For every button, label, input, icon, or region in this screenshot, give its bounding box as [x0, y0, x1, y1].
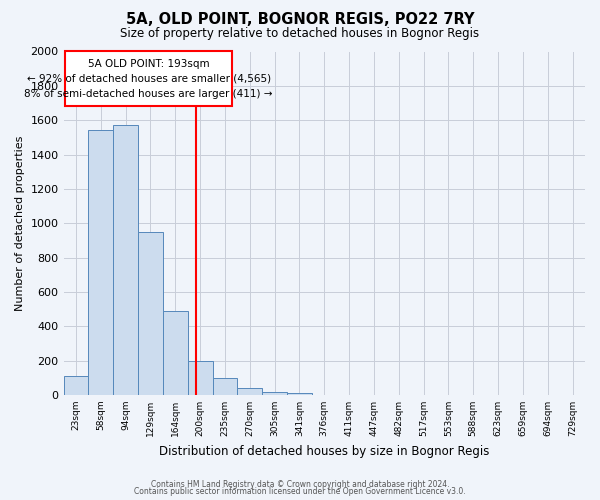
Bar [287, 393, 312, 395]
Bar [64, 376, 88, 395]
Bar [113, 126, 138, 395]
Bar [163, 311, 188, 395]
FancyBboxPatch shape [65, 52, 232, 106]
Bar [212, 378, 238, 395]
Text: 5A OLD POINT: 193sqm
← 92% of detached houses are smaller (4,565)
8% of semi-det: 5A OLD POINT: 193sqm ← 92% of detached h… [25, 59, 273, 99]
Bar [138, 232, 163, 395]
Y-axis label: Number of detached properties: Number of detached properties [15, 136, 25, 311]
X-axis label: Distribution of detached houses by size in Bognor Regis: Distribution of detached houses by size … [159, 444, 490, 458]
Bar [188, 362, 212, 395]
Text: 5A, OLD POINT, BOGNOR REGIS, PO22 7RY: 5A, OLD POINT, BOGNOR REGIS, PO22 7RY [126, 12, 474, 28]
Text: Contains HM Land Registry data © Crown copyright and database right 2024.: Contains HM Land Registry data © Crown c… [151, 480, 449, 489]
Bar [238, 388, 262, 395]
Text: Contains public sector information licensed under the Open Government Licence v3: Contains public sector information licen… [134, 487, 466, 496]
Bar [262, 392, 287, 395]
Text: Size of property relative to detached houses in Bognor Regis: Size of property relative to detached ho… [121, 28, 479, 40]
Bar [88, 130, 113, 395]
